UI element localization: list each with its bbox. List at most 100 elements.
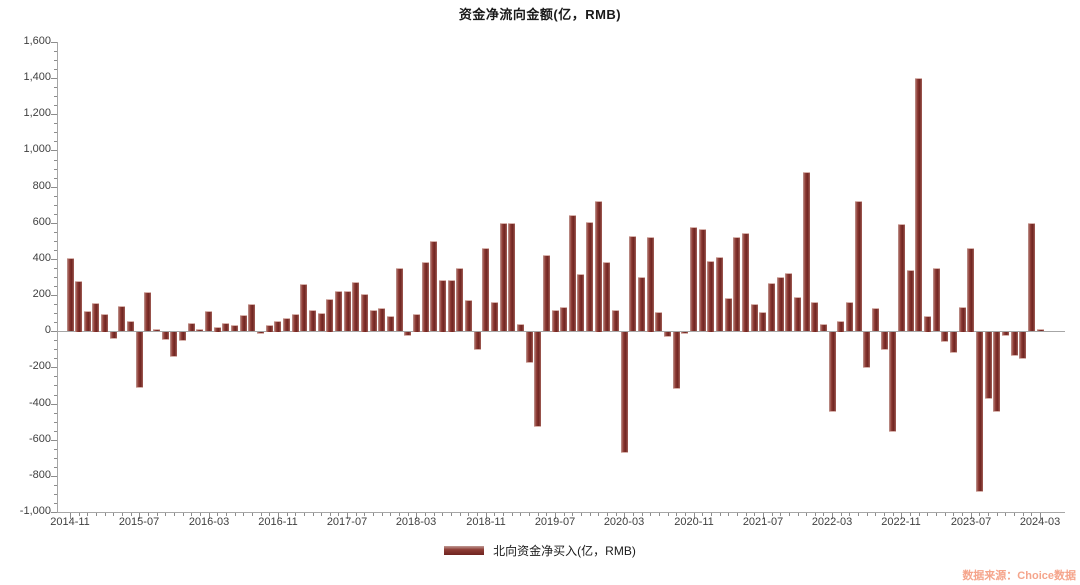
x-axis-tick bbox=[105, 513, 106, 516]
bar bbox=[67, 258, 74, 331]
bar bbox=[422, 262, 429, 332]
x-axis-label: 2014-11 bbox=[50, 516, 90, 528]
x-axis-tick bbox=[321, 513, 322, 516]
y-axis-tick bbox=[54, 313, 57, 314]
y-axis-tick bbox=[54, 413, 57, 414]
x-axis-tick bbox=[564, 513, 565, 516]
bar bbox=[248, 304, 255, 331]
y-axis-tick bbox=[54, 395, 57, 396]
bar bbox=[370, 310, 377, 331]
bar bbox=[534, 332, 541, 427]
x-axis-tick bbox=[529, 513, 530, 516]
x-axis-tick bbox=[79, 513, 80, 516]
x-axis-tick bbox=[754, 513, 755, 516]
y-axis-label: 1,400 bbox=[23, 71, 51, 83]
x-axis-label: 2015-07 bbox=[118, 516, 160, 528]
bar bbox=[569, 215, 576, 331]
x-axis-tick bbox=[451, 513, 452, 516]
bar bbox=[179, 332, 186, 341]
bar bbox=[231, 325, 238, 331]
x-axis-tick bbox=[772, 513, 773, 516]
bar bbox=[292, 314, 299, 332]
bar bbox=[863, 332, 870, 368]
bar bbox=[855, 201, 862, 331]
bar bbox=[517, 324, 524, 331]
y-axis-tick bbox=[54, 160, 57, 161]
bar bbox=[690, 227, 697, 331]
bar bbox=[933, 268, 940, 331]
y-axis-line bbox=[57, 42, 58, 512]
x-axis-tick bbox=[823, 513, 824, 516]
x-axis-tick bbox=[901, 513, 902, 519]
x-axis-tick bbox=[936, 513, 937, 516]
x-axis-tick bbox=[867, 513, 868, 516]
x-axis-tick bbox=[295, 513, 296, 516]
y-axis-label: -1,000 bbox=[19, 505, 51, 517]
x-axis-label: 2020-03 bbox=[603, 516, 645, 528]
bar bbox=[413, 314, 420, 332]
x-axis-tick bbox=[728, 513, 729, 516]
x-axis-tick bbox=[633, 513, 634, 516]
bar bbox=[829, 332, 836, 412]
bar bbox=[621, 332, 628, 453]
y-axis-tick bbox=[54, 322, 57, 323]
y-axis-tick bbox=[51, 78, 57, 79]
y-axis-tick bbox=[54, 467, 57, 468]
bar bbox=[915, 78, 922, 331]
y-axis-tick bbox=[54, 123, 57, 124]
bar bbox=[872, 308, 879, 331]
x-axis-label: 2023-07 bbox=[950, 516, 992, 528]
bar bbox=[577, 274, 584, 331]
x-axis-tick bbox=[200, 513, 201, 516]
y-axis-tick bbox=[54, 241, 57, 242]
bar bbox=[603, 262, 610, 331]
bar bbox=[110, 332, 117, 339]
bar bbox=[837, 321, 844, 332]
bar bbox=[733, 237, 740, 331]
bar bbox=[881, 332, 888, 350]
x-axis-label: 2016-03 bbox=[188, 516, 230, 528]
x-axis-tick bbox=[442, 513, 443, 516]
x-axis-tick bbox=[165, 513, 166, 516]
x-axis-label: 2021-07 bbox=[742, 516, 784, 528]
zero-line bbox=[57, 331, 1065, 332]
y-axis-tick bbox=[54, 349, 57, 350]
x-axis-tick bbox=[261, 513, 262, 516]
x-axis-tick bbox=[685, 513, 686, 516]
bar bbox=[699, 229, 706, 331]
bar bbox=[742, 233, 749, 332]
y-axis-label: 600 bbox=[32, 216, 51, 228]
bar bbox=[309, 310, 316, 331]
y-axis-tick bbox=[54, 232, 57, 233]
bar bbox=[803, 172, 810, 331]
y-axis-tick bbox=[51, 331, 57, 332]
y-axis-tick bbox=[54, 196, 57, 197]
chart-title: 资金净流向金额(亿，RMB) bbox=[458, 7, 622, 22]
x-axis-tick bbox=[382, 513, 383, 516]
x-axis-tick bbox=[676, 513, 677, 516]
x-axis-tick bbox=[364, 513, 365, 516]
y-axis-label: 800 bbox=[32, 180, 51, 192]
x-axis-tick bbox=[252, 513, 253, 516]
legend-swatch bbox=[444, 546, 485, 555]
x-axis-tick bbox=[191, 513, 192, 516]
x-axis-tick bbox=[503, 513, 504, 516]
bar bbox=[222, 323, 229, 331]
y-axis-tick bbox=[54, 503, 57, 504]
x-axis-tick bbox=[183, 513, 184, 516]
y-axis-tick bbox=[54, 376, 57, 377]
y-axis-tick bbox=[54, 431, 57, 432]
x-axis-tick bbox=[919, 513, 920, 516]
y-axis-label: 1,200 bbox=[23, 107, 51, 119]
data-source-watermark: 数据来源：Choice数据 bbox=[962, 570, 1076, 582]
x-axis-tick bbox=[590, 513, 591, 516]
bar bbox=[725, 298, 732, 331]
bar bbox=[647, 237, 654, 332]
bar bbox=[1002, 332, 1009, 336]
bar bbox=[300, 284, 307, 331]
bar bbox=[1028, 223, 1035, 331]
bar bbox=[214, 327, 221, 332]
x-axis-tick bbox=[356, 513, 357, 516]
bar bbox=[344, 291, 351, 331]
y-axis-label: 200 bbox=[32, 288, 51, 300]
